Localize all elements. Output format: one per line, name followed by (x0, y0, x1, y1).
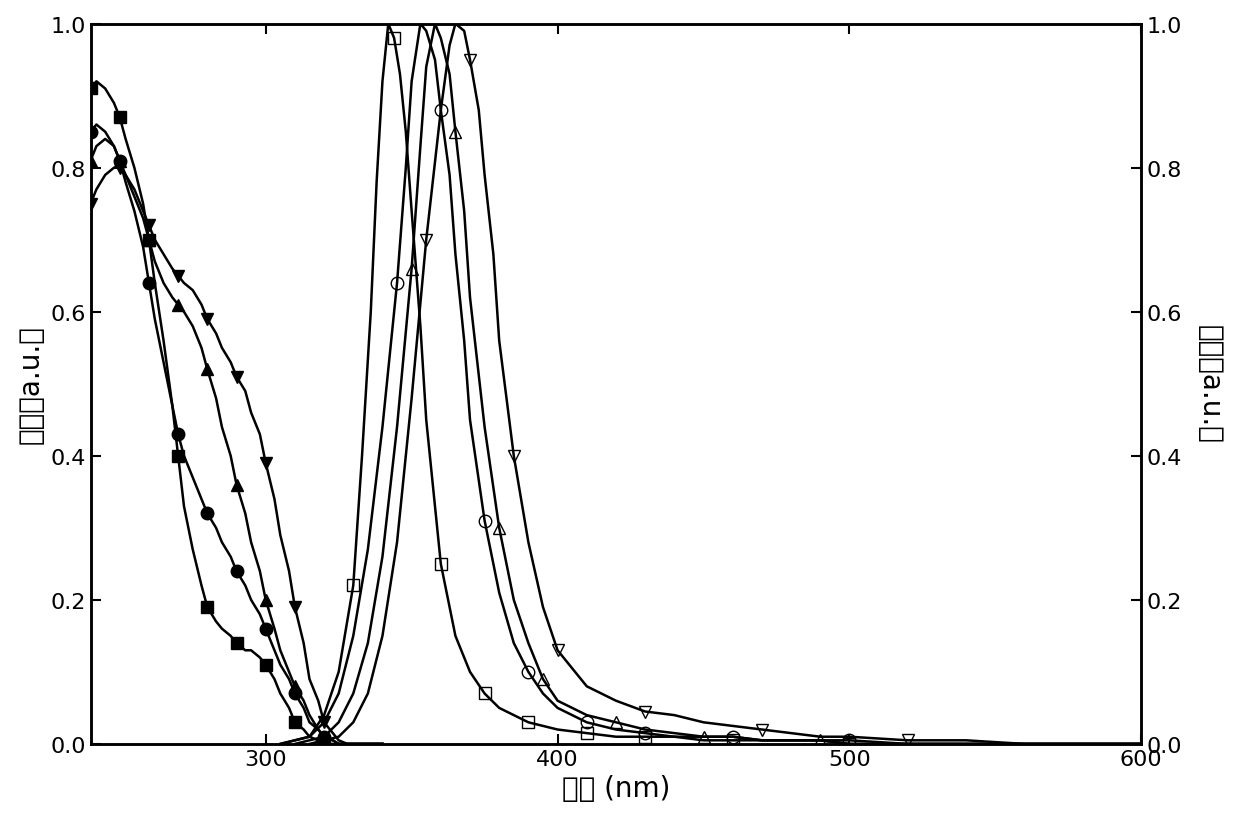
Y-axis label: 发射（a.u.）: 发射（a.u.） (1195, 325, 1224, 444)
X-axis label: 波长 (nm): 波长 (nm) (562, 775, 670, 803)
Y-axis label: 吸收（a.u.）: 吸收（a.u.） (16, 325, 45, 444)
